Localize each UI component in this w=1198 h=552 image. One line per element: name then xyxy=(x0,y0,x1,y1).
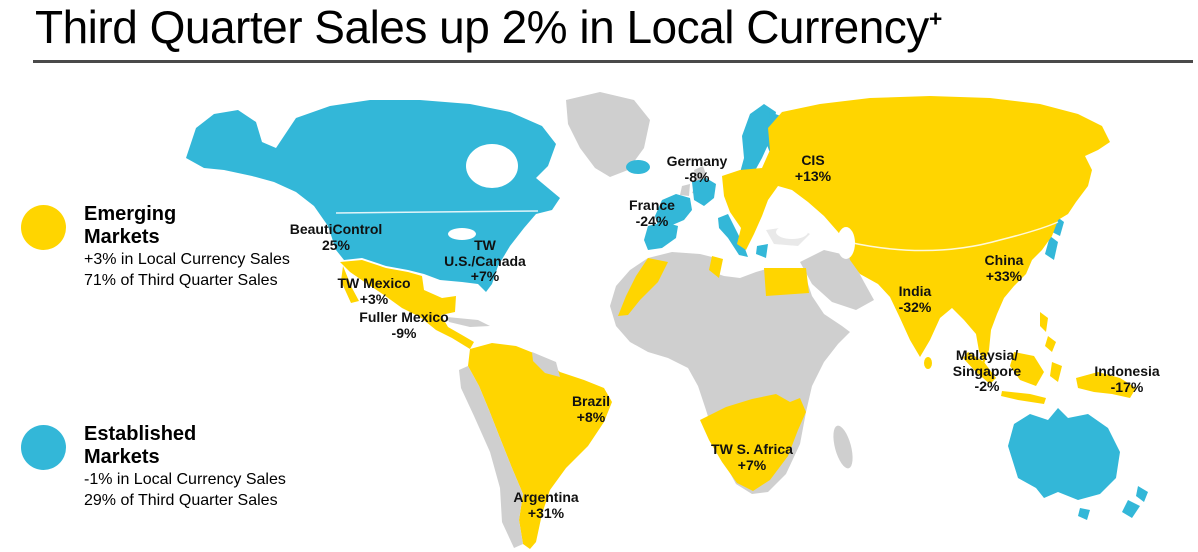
legend-established-name: Established Markets xyxy=(84,423,197,468)
region-sri-lanka xyxy=(924,357,932,369)
region-guyanas xyxy=(532,352,560,377)
region-south-america xyxy=(468,343,612,549)
great-lakes xyxy=(448,228,476,240)
caspian-sea xyxy=(837,227,855,259)
map-label-france: France -24% xyxy=(629,197,675,229)
legend-emerging-detail-2: 71% of Third Quarter Sales xyxy=(84,272,278,290)
map-label-china: China +33% xyxy=(984,252,1024,284)
region-philippines-north xyxy=(1040,312,1048,332)
legend-established-detail-1: -1% in Local Currency Sales xyxy=(84,471,286,488)
emerging-markets-dot-icon xyxy=(21,205,66,250)
region-egypt xyxy=(764,268,809,296)
region-java xyxy=(1001,391,1046,404)
region-morocco xyxy=(618,258,668,316)
region-new-guinea xyxy=(1076,372,1136,398)
legend-emerging-name: Emerging Markets xyxy=(84,203,177,248)
established-markets-dot-icon xyxy=(21,425,66,470)
map-label-brazil: Brazil +8% xyxy=(571,393,611,425)
region-ireland xyxy=(680,184,690,196)
region-eurasia xyxy=(722,96,1110,364)
map-label-tw-us-canada: TW U.S./Canada +7% xyxy=(444,237,526,285)
map-label-indonesia: Indonesia -17% xyxy=(1094,363,1160,395)
region-japan-south xyxy=(1045,236,1058,260)
legend-established-markets: Established Markets -1% in Local Currenc… xyxy=(21,423,286,511)
us-canada-border xyxy=(335,210,539,214)
page-title: Third Quarter Sales up 2% in Local Curre… xyxy=(35,0,942,54)
map-label-tw-s-africa: TW S. Africa +7% xyxy=(711,441,793,473)
region-iberia xyxy=(644,222,678,250)
region-borneo xyxy=(1010,352,1044,386)
region-australia xyxy=(1008,408,1120,500)
region-new-zealand-north xyxy=(1136,486,1148,502)
title-underline xyxy=(33,60,1193,63)
hudson-bay xyxy=(466,144,518,188)
legend-emerging-detail-1: +3% in Local Currency Sales xyxy=(84,251,290,268)
region-baja xyxy=(341,266,359,303)
map-label-beauticontrol: BeautiControl 25% xyxy=(289,221,383,253)
title-superscript: + xyxy=(928,5,942,32)
region-middle-east xyxy=(800,250,874,310)
region-new-zealand-south xyxy=(1122,500,1140,518)
region-france xyxy=(655,194,692,226)
legend-established-detail-2: 29% of Third Quarter Sales xyxy=(84,492,278,510)
black-sea xyxy=(776,225,808,239)
region-tunisia xyxy=(709,256,723,278)
map-label-malaysia-singapore: Malaysia/ Singapore -2% xyxy=(952,347,1022,395)
region-andes-west-coast xyxy=(459,366,523,548)
region-tasmania xyxy=(1078,508,1090,520)
region-greenland xyxy=(566,92,650,177)
map-label-tw-mexico: TW Mexico +3% xyxy=(337,275,411,307)
region-southern-africa xyxy=(700,394,806,491)
asia-internal-border xyxy=(847,221,1059,252)
legend-emerging-markets: Emerging Markets +3% in Local Currency S… xyxy=(21,203,290,291)
region-scandinavia xyxy=(738,104,776,188)
region-philippines-south xyxy=(1045,336,1056,352)
region-mexico xyxy=(340,260,474,349)
region-iceland xyxy=(626,160,650,174)
map-label-fuller-mexico: Fuller Mexico -9% xyxy=(359,309,449,341)
map-label-cis: CIS +13% xyxy=(794,152,832,184)
map-label-argentina: Argentina +31% xyxy=(513,489,579,521)
region-cuba xyxy=(447,317,490,327)
map-label-india: India -32% xyxy=(898,283,932,315)
region-sumatra xyxy=(963,352,996,384)
region-north-america xyxy=(186,100,560,292)
page-title-text: Third Quarter Sales up 2% in Local Curre… xyxy=(35,1,929,53)
region-greece xyxy=(756,244,768,258)
region-madagascar xyxy=(833,425,853,469)
region-sulawesi xyxy=(1050,362,1062,382)
map-label-germany: Germany -8% xyxy=(666,153,728,185)
region-germany-central-europe xyxy=(692,178,716,206)
